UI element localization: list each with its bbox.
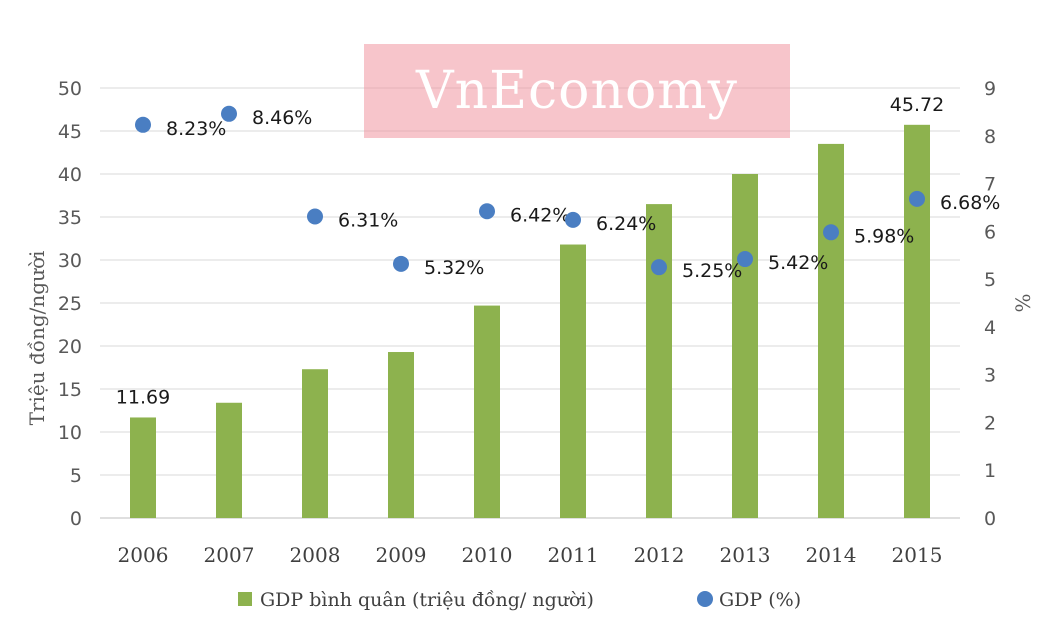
bar [474,305,500,518]
left-tick-label: 10 [58,422,82,444]
left-tick-label: 40 [58,164,82,186]
legend-dot-label: GDP (%) [719,589,801,611]
bar-series [130,124,930,519]
scatter-point [221,105,237,122]
right-tick-label: 3 [984,365,996,387]
right-axis-ticks: 0 1 2 3 4 5 6 7 8 9 [984,78,996,530]
scatter-data-label: 5.98% [854,225,914,247]
bar [302,369,328,518]
scatter-series: 8.23% 8.46% 6.31% 5.32% 6.42% 6.24% 5.25% 5.42%… [135,105,1000,282]
x-tick-label: 2010 [462,543,513,567]
right-tick-label: 8 [984,126,996,148]
scatter-data-label: 5.25% [682,260,742,282]
x-axis-ticks: 2006 2007 2008 2009 2010 2011 2012 2013 2014 2015 [118,543,943,567]
scatter-point [823,224,839,241]
scatter-point [909,190,925,207]
scatter-point [565,211,581,228]
bar [732,174,758,518]
left-tick-label: 5 [70,465,82,487]
left-tick-label: 20 [58,336,82,358]
x-tick-label: 2008 [290,543,341,567]
x-tick-label: 2013 [720,543,771,567]
x-tick-label: 2011 [548,543,599,567]
scatter-point [737,251,753,268]
scatter-data-label: 6.24% [596,213,656,235]
gridlines [100,87,960,519]
right-tick-label: 0 [984,508,996,530]
legend-dot-swatch [697,591,713,607]
right-axis-title: % [1011,293,1035,312]
x-tick-label: 2015 [892,543,943,567]
bar-data-label: 11.69 [116,386,170,408]
left-axis-ticks: 0 5 10 15 20 25 30 35 40 45 50 [58,78,82,530]
scatter-data-label: 6.42% [510,204,570,226]
right-tick-label: 5 [984,269,996,291]
right-tick-label: 1 [984,460,996,482]
scatter-point [479,203,495,220]
x-tick-label: 2014 [806,543,857,567]
right-tick-label: 6 [984,221,996,243]
bar [130,417,156,518]
x-tick-label: 2007 [204,543,255,567]
scatter-data-label: 6.68% [940,192,1000,214]
left-tick-label: 30 [58,250,82,272]
bar [560,244,586,518]
right-tick-label: 2 [984,412,996,434]
legend: GDP bình quân (triệu đồng/ người) GDP (%… [238,589,801,611]
scatter-point [651,259,667,276]
scatter-data-label: 8.23% [166,118,226,140]
bar [904,124,930,519]
right-tick-label: 7 [984,174,996,196]
watermark-text: VnEconomy [416,61,738,121]
left-axis-title: Triệu đồng/người [25,251,49,426]
watermark-logo: VnEconomy [364,44,790,138]
right-tick-label: 4 [984,317,996,339]
scatter-data-label: 6.31% [338,210,398,232]
legend-bar-label: GDP bình quân (triệu đồng/ người) [260,589,594,611]
scatter-data-label: 8.46% [252,107,312,129]
x-tick-label: 2012 [634,543,685,567]
bar [646,204,672,518]
x-tick-label: 2009 [376,543,427,567]
bar-data-label: 45.72 [890,94,944,116]
scatter-point [307,208,323,225]
scatter-point [393,255,409,272]
left-tick-label: 15 [58,379,82,401]
left-tick-label: 35 [58,207,82,229]
bar [216,402,242,518]
bar-data-labels: 11.69 45.72 [116,94,944,409]
legend-bar-swatch [238,592,252,606]
scatter-point [135,116,151,133]
x-tick-label: 2006 [118,543,169,567]
scatter-data-label: 5.42% [768,252,828,274]
right-tick-label: 9 [984,78,996,100]
left-tick-label: 0 [70,508,82,530]
left-tick-label: 25 [58,293,82,315]
scatter-data-label: 5.32% [424,257,484,279]
left-tick-label: 45 [58,121,82,143]
bar [388,352,414,518]
left-tick-label: 50 [58,78,82,100]
bar [818,143,844,518]
